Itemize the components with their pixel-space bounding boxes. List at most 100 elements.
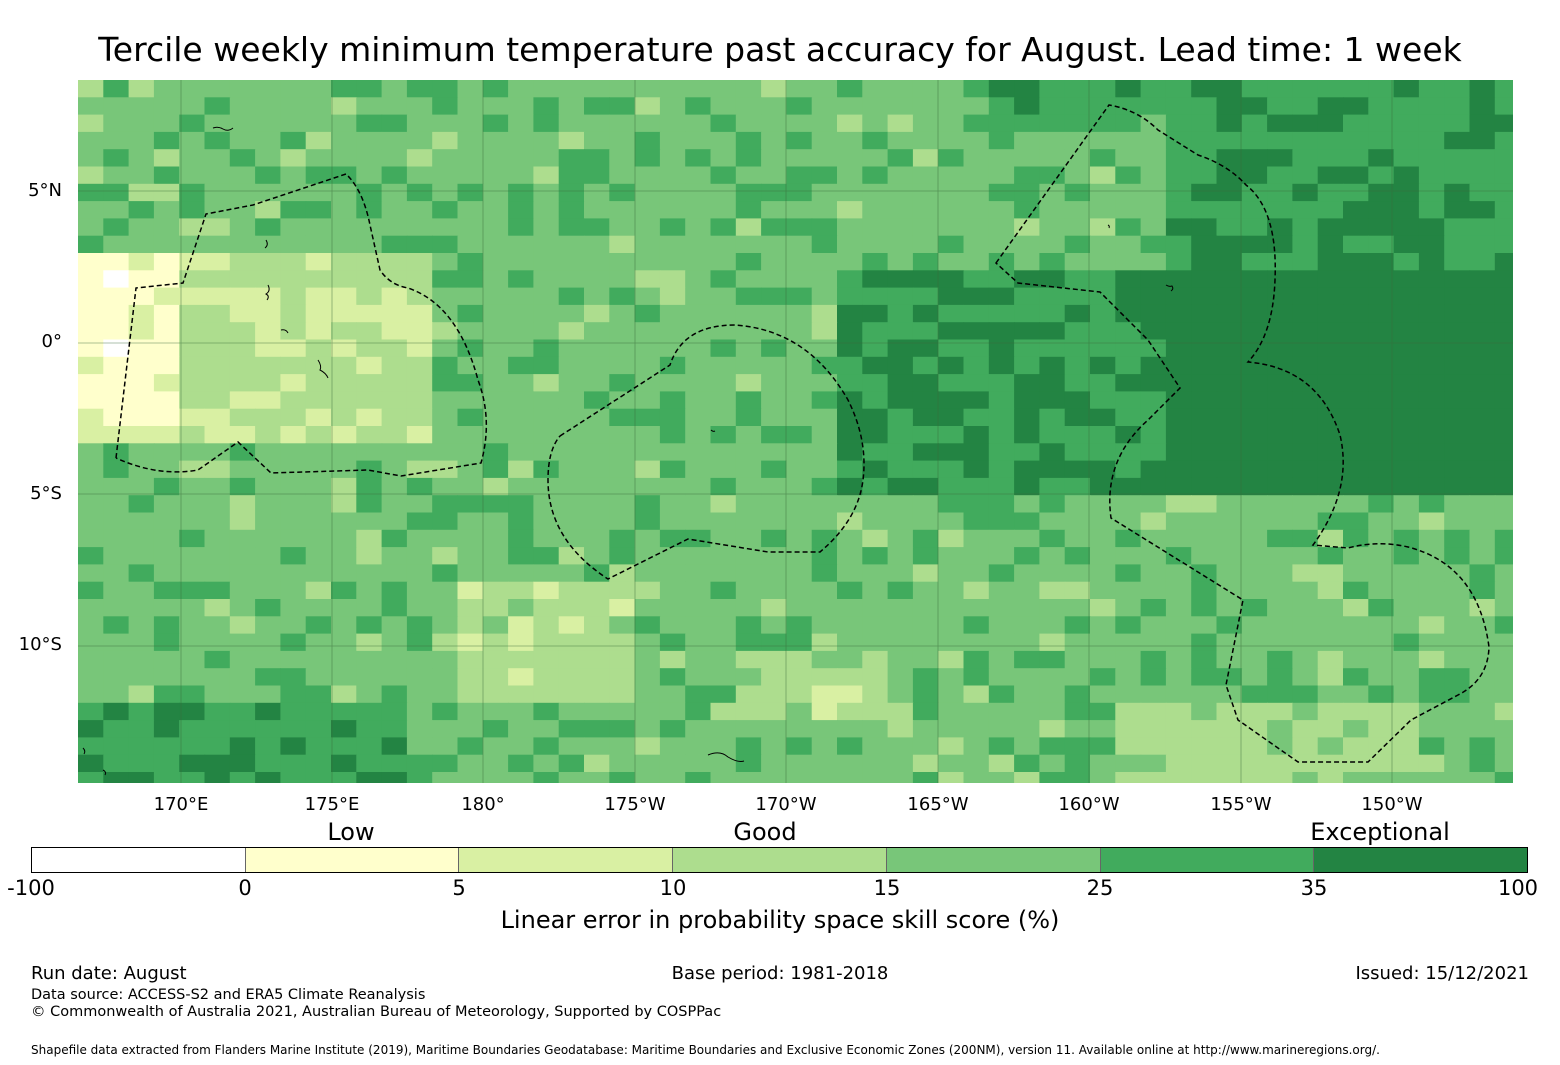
skill-cell (508, 477, 534, 496)
skill-cell (609, 477, 636, 496)
skill-cell (381, 80, 408, 98)
skill-cell (1469, 408, 1496, 427)
skill-cell (78, 529, 104, 548)
skill-cell (634, 114, 661, 133)
skill-cell (685, 322, 712, 341)
skill-cell (786, 564, 813, 583)
skill-cell (1368, 183, 1395, 202)
skill-cell (1469, 253, 1496, 271)
skill-cell (1165, 322, 1192, 341)
issued-date: Issued: 15/12/2021 (1355, 963, 1529, 984)
skill-cell (103, 426, 130, 444)
skill-cell (204, 702, 231, 721)
skill-cell (305, 322, 332, 341)
skill-cell (1039, 564, 1066, 583)
skill-cell (912, 183, 939, 202)
skill-cell (938, 235, 965, 254)
skill-cell (1090, 495, 1116, 514)
skill-cell (584, 564, 610, 583)
skill-cell (1444, 391, 1471, 410)
skill-cell (1090, 702, 1116, 721)
skill-cell (938, 166, 965, 185)
skill-cell (912, 131, 939, 150)
skill-cell (1343, 512, 1369, 531)
skill-cell (179, 477, 206, 496)
skill-cell (406, 443, 433, 462)
skill-cell (1317, 599, 1344, 617)
skill-cell (482, 201, 509, 219)
skill-cell (735, 166, 762, 185)
skill-cell (558, 564, 585, 583)
skill-cell (1393, 650, 1420, 669)
skill-cell (1343, 183, 1369, 202)
skill-cell (1241, 322, 1268, 341)
skill-cell (685, 668, 712, 687)
skill-cell (1368, 131, 1395, 150)
skill-cell (1393, 339, 1420, 358)
skill-cell (533, 391, 560, 410)
skill-cell (761, 547, 787, 565)
skill-cell (1368, 477, 1395, 496)
skill-cell (432, 754, 459, 773)
skill-cell (862, 668, 889, 687)
skill-cell (128, 720, 155, 738)
skill-cell (1064, 149, 1091, 168)
skill-cell (1292, 529, 1319, 548)
skill-cell (584, 218, 610, 237)
skill-cell (1064, 270, 1091, 289)
skill-cell (78, 495, 104, 514)
skill-cell (1115, 443, 1142, 462)
skill-cell (1140, 374, 1167, 392)
skill-cell (1292, 114, 1319, 133)
skill-cell (1014, 720, 1040, 738)
skill-cell (128, 581, 155, 600)
skill-cell (862, 512, 889, 531)
skill-cell (887, 772, 914, 783)
skill-cell (912, 426, 939, 444)
skill-cell (280, 685, 307, 704)
skill-cell (685, 616, 712, 635)
skill-cell (659, 356, 686, 375)
skill-cell (659, 114, 686, 133)
skill-cell (356, 702, 383, 721)
skill-cell (508, 426, 534, 444)
skill-cell (103, 702, 130, 721)
skill-cell (255, 529, 281, 548)
skill-cell (1191, 253, 1218, 271)
skill-cell (1090, 477, 1116, 496)
skill-cell (128, 201, 155, 219)
skill-cell (1039, 97, 1066, 116)
skill-cell (1090, 218, 1116, 237)
skill-cell (938, 616, 965, 635)
skill-cell (204, 754, 231, 773)
skill-cell (1064, 408, 1091, 427)
skill-cell (1317, 633, 1344, 652)
skill-cell (710, 218, 737, 237)
skill-cell (988, 253, 1015, 271)
skill-cell (1039, 529, 1066, 548)
skill-cell (912, 408, 939, 427)
skill-cell (811, 149, 838, 168)
skill-cell (1165, 581, 1192, 600)
skill-cell (482, 166, 509, 185)
skill-cell (482, 114, 509, 133)
skill-cell (1064, 633, 1091, 652)
skill-cell (229, 460, 256, 479)
skill-cell (862, 253, 889, 271)
skill-cell (1469, 633, 1496, 652)
skill-cell (1140, 97, 1167, 116)
skill-cell (280, 235, 307, 254)
skill-cell (609, 201, 636, 219)
skill-cell (1267, 166, 1293, 185)
skill-cell (229, 668, 256, 687)
skill-cell (1494, 374, 1513, 392)
skill-cell (837, 547, 863, 565)
skill-cell (1191, 356, 1218, 375)
skill-cell (1469, 668, 1496, 687)
skill-cell (305, 391, 332, 410)
skill-cell (457, 754, 484, 773)
skill-cell (255, 183, 281, 202)
skill-cell (1165, 650, 1192, 669)
skill-cell (1241, 183, 1268, 202)
skill-cell (1267, 304, 1293, 323)
